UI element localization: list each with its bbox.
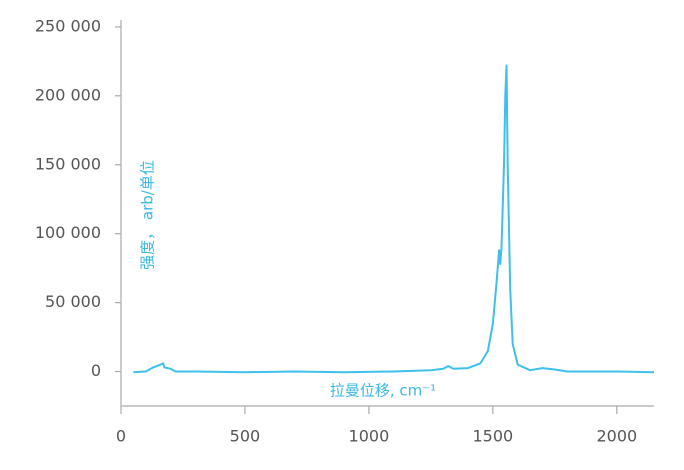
x-tick-label: 2000 <box>596 427 637 446</box>
x-axis-label: 拉曼位移, cm⁻¹ <box>330 382 436 400</box>
y-tick-label: 100 000 <box>35 223 101 242</box>
x-tick-label: 1500 <box>473 427 514 446</box>
y-tick-label: 0 <box>91 361 101 380</box>
x-tick-label: 1000 <box>349 427 390 446</box>
y-tick-label: 200 000 <box>35 85 101 104</box>
y-axis-label: 强度， arb/单位 <box>139 160 157 270</box>
x-tick-label: 500 <box>230 427 261 446</box>
x-tick-label: 0 <box>116 427 126 446</box>
y-tick-label: 50 000 <box>45 292 101 311</box>
y-tick-label: 150 000 <box>35 154 101 173</box>
spectrum-line <box>133 64 655 374</box>
y-tick-label: 250 000 <box>35 16 101 35</box>
